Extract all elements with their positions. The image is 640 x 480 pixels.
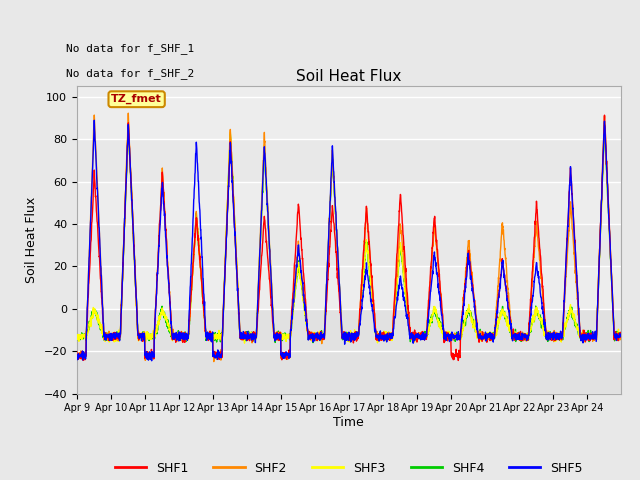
Title: Soil Heat Flux: Soil Heat Flux [296,69,401,84]
SHF4 [244,328,252,334]
SHF2 [617,333,625,339]
SHF2 [73,354,81,360]
SHF5 [382,335,390,340]
SHF2 [544,331,552,336]
SHF3 [127,184,135,190]
SHF1 [610,318,618,324]
SHF2 [124,110,132,116]
SHF4 [513,336,520,341]
SHF2 [127,181,135,187]
Text: No data for f_SHF_2: No data for f_SHF_2 [66,68,194,79]
SHF5 [513,333,521,338]
SHF5 [73,354,81,360]
Legend: SHF1, SHF2, SHF3, SHF4, SHF5: SHF1, SHF2, SHF3, SHF4, SHF5 [109,456,588,480]
SHF1 [73,349,81,355]
SHF4 [601,122,609,128]
SHF5 [617,332,625,337]
SHF3 [601,120,609,125]
SHF5 [610,318,618,324]
SHF1 [381,333,389,339]
Bar [77,224,621,266]
SHF1 [127,182,135,188]
SHF5 [90,117,98,123]
SHF4 [381,337,389,343]
SHF2 [610,317,618,323]
SHF3 [617,333,625,338]
Line: SHF2: SHF2 [77,113,621,361]
Bar [77,266,621,309]
SHF3 [610,319,618,324]
Bar [77,139,621,182]
SHF1 [543,336,551,341]
SHF4 [610,319,618,324]
SHF3 [543,333,551,338]
SHF3 [241,340,248,346]
Line: SHF1: SHF1 [77,115,621,360]
SHF2 [210,359,218,364]
SHF5 [127,188,135,193]
SHF1 [454,358,462,363]
SHF1 [617,330,625,336]
SHF2 [382,331,390,337]
SHF1 [513,333,520,338]
SHF3 [381,337,389,343]
Text: TZ_fmet: TZ_fmet [111,94,162,104]
SHF1 [244,331,252,336]
SHF4 [617,331,625,337]
SHF3 [245,336,253,342]
SHF5 [245,333,253,339]
Bar [77,182,621,224]
SHF2 [245,335,253,340]
Bar [77,86,621,139]
Line: SHF3: SHF3 [77,122,621,343]
Line: SHF5: SHF5 [77,120,621,361]
Bar [77,309,621,394]
SHF5 [544,336,552,342]
SHF4 [543,336,551,341]
Y-axis label: Soil Heat Flux: Soil Heat Flux [25,197,38,283]
X-axis label: Time: Time [333,416,364,429]
Text: No data for f_SHF_1: No data for f_SHF_1 [66,43,194,54]
Line: SHF4: SHF4 [77,125,621,343]
SHF1 [601,112,609,118]
SHF4 [73,334,81,339]
SHF4 [309,340,317,346]
SHF5 [148,358,156,364]
SHF4 [127,184,135,190]
SHF3 [73,336,81,341]
SHF2 [513,334,521,340]
SHF3 [513,332,520,337]
